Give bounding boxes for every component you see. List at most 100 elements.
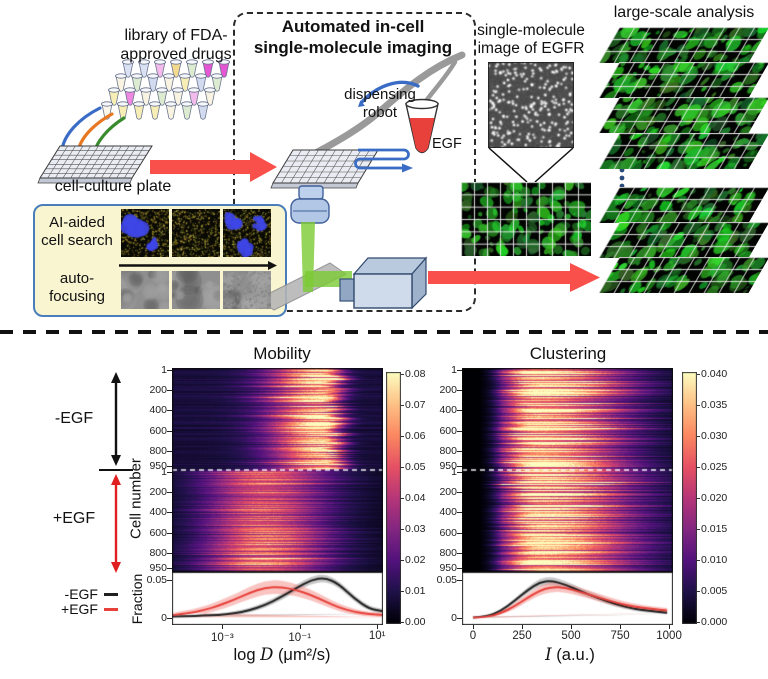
frac-tick-mobility-0: 0 <box>161 612 167 624</box>
cb-tickmark <box>697 374 700 375</box>
y-tickmark <box>457 472 462 473</box>
y-tick-mobility-0-600: 600 <box>149 424 167 437</box>
cell-mosaic-grid <box>461 182 591 256</box>
y-tickmark <box>457 532 462 534</box>
autofocus-label-line1: auto- <box>59 270 95 287</box>
mobility-xlabel-var: D <box>260 645 274 664</box>
x-tickmark <box>571 625 573 629</box>
ai-search-image-1 <box>121 209 169 257</box>
autofocus-label-line2: focusing <box>49 288 105 305</box>
y-tick-clustering-0-200: 200 <box>439 384 457 397</box>
x-tick-mobility-10¹: 10¹ <box>368 630 386 642</box>
frac-tickmark <box>167 580 172 581</box>
y-tick-clustering-0-800: 800 <box>439 444 457 457</box>
clustering-title: Clustering <box>529 344 607 363</box>
y-tick-mobility-1-800: 800 <box>149 546 167 559</box>
egf-transfer-arrow-icon <box>358 80 420 107</box>
cb-tickmark <box>697 436 700 437</box>
y-tick-mobility-0-400: 400 <box>149 404 167 417</box>
y-tick-clustering-0-400: 400 <box>439 404 457 417</box>
x-tick-clustering-1000: 1000 <box>656 630 682 642</box>
frac-tick-mobility-0.05: 0.05 <box>146 574 167 586</box>
x-tickmark <box>620 625 622 629</box>
section-separator <box>0 330 768 334</box>
y-tick-clustering-1-1: 1 <box>451 466 457 478</box>
box-title: Automated in-cell single-molecule imagin… <box>242 16 464 58</box>
sm-image-label-line1: single-molecule <box>477 22 585 39</box>
analysis-stack-7 <box>598 257 768 293</box>
legend-minus-label: -EGF <box>64 586 98 602</box>
cell-culture-plate-icon <box>37 145 153 184</box>
cb-tickmark <box>697 560 700 561</box>
autofocus-label: auto- focusing <box>36 270 118 306</box>
cb-tickmark <box>401 436 404 437</box>
scan-path-icon <box>354 148 413 173</box>
analysis-stack-6 <box>598 222 768 258</box>
y-tickmark <box>457 450 462 452</box>
cb-tickmark <box>401 405 404 406</box>
y-tick-mobility-0-200: 200 <box>149 384 167 397</box>
mobility-xlabel-post: (μm²/s) <box>277 646 331 664</box>
y-tickmark <box>167 512 172 514</box>
y-tickmark <box>167 390 172 392</box>
single-molecule-image <box>488 62 574 148</box>
y-tickmark <box>457 390 462 392</box>
x-tickmark <box>522 625 523 629</box>
minus-egf-group-label: -EGF <box>54 410 94 427</box>
y-tickmark <box>167 450 172 452</box>
cb-tick-clustering-0.035: 0.035 <box>701 399 728 411</box>
legend-plus-label: +EGF <box>61 601 98 617</box>
autofocus-image-2 <box>172 271 220 309</box>
minus-egf-range-arrow <box>111 372 121 466</box>
mobility-xlabel-pre: log <box>233 646 256 664</box>
x-tickmark <box>377 625 379 629</box>
cb-tickmark <box>697 467 700 468</box>
cb-tick-mobility-0.07: 0.07 <box>405 399 426 411</box>
y-tickmark <box>457 568 462 569</box>
y-tick-clustering-0-600: 600 <box>439 424 457 437</box>
y-tickmark <box>167 472 172 473</box>
sm-image-label-line2: image of EGFR <box>477 40 585 57</box>
cb-tickmark <box>697 405 700 406</box>
robot-label-line2: robot <box>362 104 398 121</box>
robot-label: dispensing robot <box>338 86 422 122</box>
frac-tickmark <box>457 618 462 619</box>
cb-tick-clustering-0.005: 0.005 <box>701 585 728 597</box>
cb-tickmark <box>401 560 404 561</box>
cb-tick-mobility-0.02: 0.02 <box>405 554 426 566</box>
stack-ellipsis-icon <box>619 167 625 189</box>
clustering-fraction-plot <box>462 572 673 625</box>
x-tickmark <box>472 625 474 629</box>
plate-label: cell-culture plate <box>54 178 172 195</box>
y-tick-clustering-0-950: 950 <box>439 460 457 472</box>
clustering-xlabel-post: (a.u.) <box>556 646 595 664</box>
ai-search-label-line2: cell search <box>41 232 113 249</box>
mobility-title: Mobility <box>253 344 311 363</box>
sm-image-label: single-molecule image of EGFR <box>468 22 594 58</box>
library-label-line1: library of FDA- <box>124 27 228 44</box>
frac-tickmark <box>457 580 462 581</box>
y-tickmark <box>167 370 172 371</box>
cb-tickmark <box>401 622 404 623</box>
clustering-xlabel-var: I <box>545 645 552 664</box>
y-tickmark <box>457 370 462 371</box>
objective-lens-icon <box>290 185 330 224</box>
x-tick-clustering-250: 250 <box>512 630 532 642</box>
cb-tickmark <box>697 529 700 530</box>
mobility-colorbar <box>386 372 401 624</box>
red-flow-arrow-2 <box>428 263 600 292</box>
y-tickmark <box>167 532 172 534</box>
y-tickmark <box>167 466 172 467</box>
x-tick-mobility-10⁻¹: 10⁻¹ <box>288 632 312 644</box>
y-tickmark <box>457 552 462 554</box>
cb-tick-clustering-0.020: 0.020 <box>701 492 728 504</box>
y-tickmark <box>167 430 172 432</box>
robot-label-line1: dispensing <box>344 86 416 103</box>
y-tick-clustering-1-600: 600 <box>439 526 457 539</box>
analysis-stack-4 <box>598 133 768 169</box>
cb-tick-mobility-0.05: 0.05 <box>405 461 426 473</box>
y-tick-mobility-1-1: 1 <box>161 466 167 478</box>
x-tick-clustering-750: 750 <box>610 630 630 642</box>
y-tick-clustering-0-1: 1 <box>451 364 457 376</box>
y-tick-mobility-0-800: 800 <box>149 444 167 457</box>
